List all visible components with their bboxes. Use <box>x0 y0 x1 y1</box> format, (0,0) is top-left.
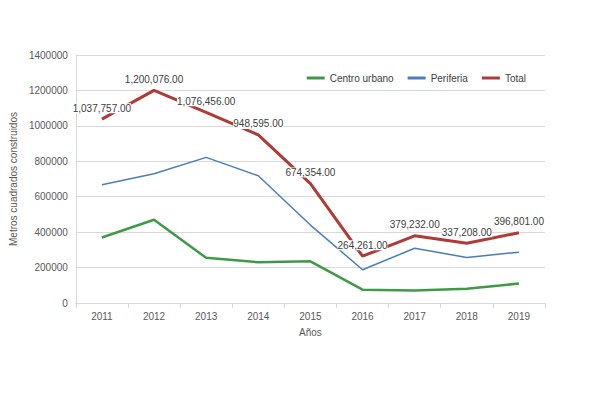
svg-text:1,076,456.00: 1,076,456.00 <box>177 96 236 107</box>
svg-text:1000000: 1000000 <box>29 120 68 131</box>
svg-text:600000: 600000 <box>34 191 68 202</box>
svg-text:2017: 2017 <box>404 311 427 322</box>
svg-text:2012: 2012 <box>143 311 166 322</box>
svg-text:Metros cuadrados construidos: Metros cuadrados construidos <box>8 112 19 246</box>
svg-text:1200000: 1200000 <box>29 85 68 96</box>
svg-text:Periferia: Periferia <box>431 73 469 84</box>
svg-text:0: 0 <box>62 298 68 309</box>
svg-text:2016: 2016 <box>351 311 374 322</box>
svg-text:948,595.00: 948,595.00 <box>233 118 283 129</box>
svg-text:1,037,757.00: 1,037,757.00 <box>73 103 132 114</box>
svg-text:2014: 2014 <box>247 311 270 322</box>
svg-text:Centro urbano: Centro urbano <box>330 73 394 84</box>
svg-text:1400000: 1400000 <box>29 50 68 61</box>
svg-text:2013: 2013 <box>195 311 218 322</box>
svg-text:337,208.00: 337,208.00 <box>442 227 492 238</box>
svg-text:2019: 2019 <box>508 311 531 322</box>
svg-text:Años: Años <box>299 327 322 338</box>
svg-text:200000: 200000 <box>34 262 68 273</box>
svg-text:2018: 2018 <box>456 311 479 322</box>
svg-text:800000: 800000 <box>34 156 68 167</box>
svg-text:400000: 400000 <box>34 227 68 238</box>
svg-text:2015: 2015 <box>299 311 322 322</box>
svg-text:674,354.00: 674,354.00 <box>285 167 335 178</box>
svg-text:396,801.00: 396,801.00 <box>494 216 544 227</box>
svg-text:1,200,076.00: 1,200,076.00 <box>125 74 184 85</box>
svg-text:Total: Total <box>505 73 526 84</box>
svg-text:2011: 2011 <box>91 311 113 322</box>
svg-text:264,261.00: 264,261.00 <box>338 240 388 251</box>
svg-text:379,232.00: 379,232.00 <box>390 219 440 230</box>
